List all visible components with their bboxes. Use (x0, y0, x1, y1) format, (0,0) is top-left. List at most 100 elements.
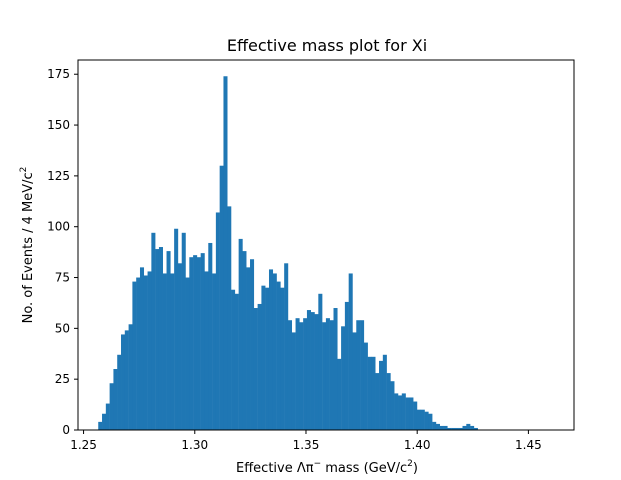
histogram-bar (310, 312, 315, 430)
histogram-bar (375, 373, 380, 430)
histogram-bar (291, 332, 296, 430)
histogram-bar (128, 324, 133, 430)
y-tick-label: 175 (47, 67, 70, 81)
histogram-bar (470, 425, 475, 430)
histogram-bar (348, 273, 353, 430)
chart-title: Effective mass plot for Xi (227, 36, 427, 55)
histogram-bar (261, 285, 266, 430)
histogram-bar (105, 403, 110, 430)
histogram-bar (424, 411, 429, 430)
histogram-bar (473, 427, 478, 430)
histogram-bars (98, 76, 478, 430)
x-tick-label: 1.25 (70, 438, 97, 452)
histogram-bar (231, 289, 236, 430)
histogram-bar (268, 269, 274, 430)
histogram-bar (219, 165, 224, 430)
x-axis-label: Effective Λπ− mass (GeV/c2) (236, 459, 418, 476)
y-tick-label: 100 (47, 220, 70, 234)
histogram-bar (98, 421, 103, 430)
histogram-bar (416, 409, 422, 430)
histogram-bar (390, 381, 395, 430)
histogram-bar (117, 354, 122, 430)
histogram-bar (341, 326, 346, 430)
histogram-bar (170, 273, 175, 430)
y-axis-label: No. of Events / 4 MeV/c2 (19, 167, 36, 324)
y-tick-label: 0 (62, 423, 70, 437)
histogram-bar (379, 360, 384, 430)
histogram-bar (462, 425, 467, 430)
histogram-bar (113, 369, 118, 430)
histogram-bar (443, 425, 448, 430)
histogram-bar (299, 322, 304, 430)
histogram-bar (257, 303, 262, 430)
histogram-bar (193, 255, 198, 430)
histogram-bar (196, 257, 201, 430)
x-tick-label: 1.35 (293, 438, 320, 452)
histogram-bar (189, 257, 194, 430)
y-tick-label: 125 (47, 169, 70, 183)
histogram-bar (432, 421, 437, 430)
histogram-bar (458, 427, 463, 430)
histogram-bar (139, 267, 145, 430)
histogram-bar (166, 251, 171, 430)
histogram-bar (420, 409, 425, 430)
histogram-bar (314, 314, 319, 430)
histogram-bar (177, 263, 182, 430)
histogram-bar (398, 395, 403, 430)
y-tick-label: 150 (47, 118, 70, 132)
histogram-bar (208, 242, 213, 430)
histogram-bar (344, 301, 349, 430)
histogram-bar (306, 310, 311, 430)
histogram-bar (162, 273, 167, 430)
histogram-bar (223, 76, 228, 430)
histogram-bar (394, 393, 399, 430)
histogram-bar (234, 293, 239, 430)
histogram-bar (428, 413, 433, 430)
histogram-bar (181, 232, 186, 430)
histogram-bar (386, 373, 391, 430)
histogram-bar (158, 247, 163, 430)
x-tick-label: 1.45 (515, 438, 542, 452)
histogram-bar (265, 287, 270, 430)
histogram-bar (136, 277, 141, 430)
histogram-bar (322, 322, 327, 430)
histogram-bar (401, 393, 406, 430)
histogram-bar (287, 320, 293, 430)
histogram-bar (212, 273, 217, 430)
histogram-bar (413, 401, 418, 430)
histogram-bar (466, 423, 471, 430)
y-tick-label: 75 (55, 271, 70, 285)
histogram-bar (185, 277, 190, 430)
histogram-bar (352, 332, 357, 430)
plot-frame (77, 59, 575, 431)
histogram-bar (337, 358, 342, 430)
histogram-bar (325, 318, 330, 430)
y-tick-label: 25 (55, 372, 70, 386)
histogram-bar (155, 249, 160, 430)
y-axis-ticks: 0 25 50 75 100 125 150 175 (47, 67, 78, 437)
histogram-bar (382, 354, 387, 430)
histogram-bar (371, 356, 376, 430)
histogram-bar (447, 427, 452, 430)
histogram-bar (367, 356, 372, 430)
histogram-bar (253, 308, 258, 430)
x-tick-label: 1.30 (181, 438, 208, 452)
histogram-bar (102, 413, 107, 430)
histogram-bar (227, 206, 232, 430)
histogram-bar (333, 308, 338, 430)
histogram-bar (356, 320, 361, 430)
histogram-bar (409, 397, 414, 430)
histogram-bar (246, 267, 251, 430)
histogram-bar (295, 318, 300, 430)
y-tick-label: 50 (55, 321, 70, 335)
histogram-bar (151, 232, 156, 430)
histogram-bar (200, 253, 205, 430)
histogram-bar (250, 259, 255, 430)
x-tick-label: 1.40 (404, 438, 431, 452)
histogram-bar (132, 281, 137, 430)
histogram-bar (280, 287, 285, 430)
x-axis-ticks: 1.25 1.30 1.35 1.40 1.45 (70, 430, 542, 452)
histogram-bar (238, 238, 243, 430)
histogram-bar (284, 263, 289, 430)
